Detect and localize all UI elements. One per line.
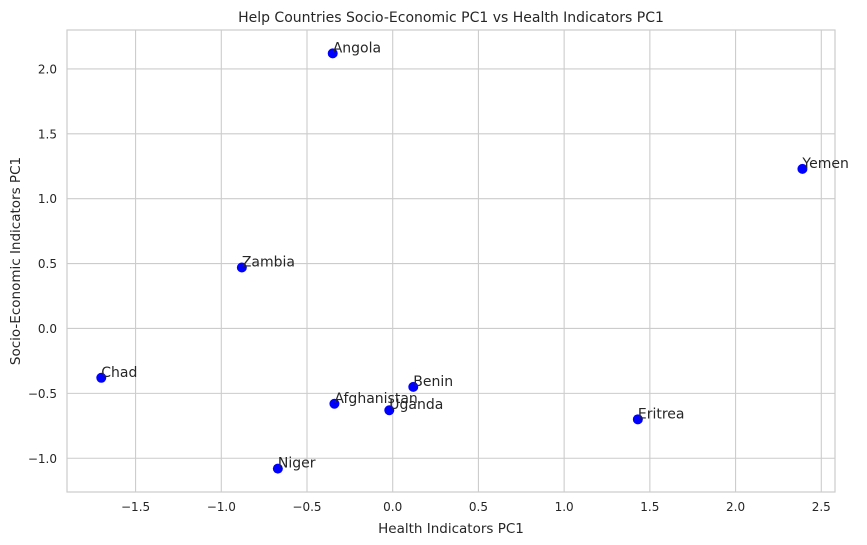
x-tick-label: 1.5 <box>640 500 659 514</box>
data-point-benin <box>408 381 419 392</box>
point-label-angola: Angola <box>333 40 381 56</box>
y-tick-label: −1.0 <box>28 452 57 466</box>
y-tick-label: −0.5 <box>28 387 57 401</box>
point-label-niger: Niger <box>278 456 316 472</box>
x-tick-label: 0.5 <box>469 500 488 514</box>
y-tick-label: 1.0 <box>38 192 57 206</box>
point-label-eritrea: Eritrea <box>638 406 685 422</box>
grid-lines <box>67 30 835 492</box>
x-tick-labels: −1.5 −1.0 −0.5 0.0 0.5 1.0 1.5 2.0 2.5 <box>121 500 831 514</box>
x-tick-label: 2.0 <box>726 500 745 514</box>
data-point-chad <box>96 372 107 383</box>
point-label-afghanistan: Afghanistan <box>334 391 417 407</box>
x-tick-label: 2.5 <box>812 500 831 514</box>
x-axis-label: Health Indicators PC1 <box>378 521 524 537</box>
data-point-yemen <box>797 163 808 174</box>
x-tick-label: 1.0 <box>555 500 574 514</box>
data-point-uganda <box>384 405 395 416</box>
point-label-chad: Chad <box>101 365 137 381</box>
chart-title: Help Countries Socio-Economic PC1 vs Hea… <box>238 10 664 26</box>
point-label-yemen: Yemen <box>801 156 848 172</box>
data-point-afghanistan <box>329 398 340 409</box>
data-point-zambia <box>236 262 247 273</box>
data-points: Angola Yemen Zambia Chad BeninAfghanistanUga… <box>96 40 849 474</box>
x-tick-label: −1.0 <box>207 500 236 514</box>
data-point-niger <box>272 463 283 474</box>
point-label-uganda: Uganda <box>389 397 443 413</box>
point-label-zambia: Zambia <box>242 254 295 270</box>
x-tick-label: −1.5 <box>121 500 150 514</box>
point-label-benin: Benin <box>413 374 453 390</box>
y-axis-label: Socio-Economic Indicators PC1 <box>8 157 24 365</box>
y-tick-label: 1.5 <box>38 127 57 141</box>
x-tick-label: 0.0 <box>383 500 402 514</box>
plot-frame <box>66 29 836 493</box>
x-tick-label: −0.5 <box>292 500 321 514</box>
y-tick-label: 0.5 <box>38 257 57 271</box>
data-point-angola <box>327 48 338 59</box>
data-point-eritrea <box>632 414 643 425</box>
y-tick-label: 0.0 <box>38 322 57 336</box>
y-tick-label: 2.0 <box>38 62 57 76</box>
y-tick-labels: −1.0 −0.5 0.0 0.5 1.0 1.5 2.0 <box>28 62 57 465</box>
